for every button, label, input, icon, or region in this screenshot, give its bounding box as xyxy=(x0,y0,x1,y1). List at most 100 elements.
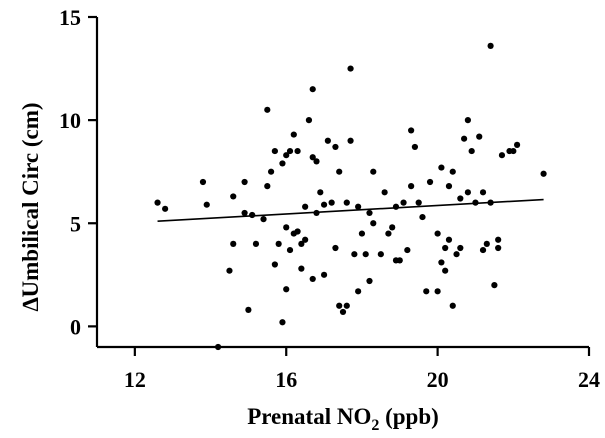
data-point xyxy=(449,302,456,309)
data-point xyxy=(283,224,290,231)
data-point xyxy=(309,86,316,93)
x-axis-title-subscript: 2 xyxy=(371,417,379,434)
y-tick-label: 15 xyxy=(59,5,81,30)
data-point xyxy=(392,203,400,210)
data-point xyxy=(230,193,237,200)
data-point xyxy=(461,135,468,142)
data-point xyxy=(442,267,449,274)
x-axis-ticks: 12 16 20 24 xyxy=(124,347,600,392)
data-point xyxy=(400,199,407,206)
data-point xyxy=(510,147,517,155)
y-axis-title: ∆Umbilical Circ (cm) xyxy=(18,102,43,311)
data-point xyxy=(339,308,347,316)
data-point xyxy=(404,246,411,254)
data-point xyxy=(332,244,339,252)
trend-line xyxy=(157,198,544,222)
data-point xyxy=(453,251,460,258)
y-tick-label: 5 xyxy=(70,211,81,236)
data-point xyxy=(309,275,316,283)
data-point xyxy=(347,65,354,72)
data-point xyxy=(495,244,502,252)
data-point xyxy=(351,251,358,258)
data-point xyxy=(355,288,362,295)
data-point xyxy=(468,147,475,155)
data-point xyxy=(226,267,233,274)
data-point xyxy=(464,117,471,124)
data-point xyxy=(479,189,487,196)
data-point xyxy=(252,240,260,247)
data-point xyxy=(498,152,506,159)
data-point xyxy=(438,164,445,171)
data-point xyxy=(445,183,453,190)
data-point xyxy=(336,302,343,309)
data-point xyxy=(355,203,362,210)
data-point xyxy=(332,143,339,151)
data-point xyxy=(457,195,464,202)
data-point xyxy=(328,199,335,206)
data-point xyxy=(442,244,449,252)
data-point xyxy=(423,288,430,295)
data-point xyxy=(275,240,282,247)
data-point xyxy=(286,246,294,254)
data-point xyxy=(241,209,248,217)
data-point xyxy=(491,282,498,289)
data-point xyxy=(540,170,547,177)
data-point xyxy=(389,224,396,231)
data-point xyxy=(434,230,441,237)
data-point xyxy=(230,240,237,247)
data-point xyxy=(298,265,305,272)
data-point xyxy=(264,106,271,113)
data-point xyxy=(434,288,441,295)
data-point xyxy=(294,228,301,235)
data-point xyxy=(457,244,464,252)
x-tick-label: 20 xyxy=(427,367,449,392)
data-point xyxy=(283,286,290,293)
data-point xyxy=(377,251,384,258)
data-point xyxy=(370,168,377,175)
data-point xyxy=(426,178,434,186)
data-point xyxy=(241,178,248,186)
data-point xyxy=(203,201,210,208)
data-point xyxy=(408,127,415,134)
x-tick-label: 16 xyxy=(275,367,297,392)
data-point xyxy=(385,230,392,237)
data-point xyxy=(324,137,331,144)
points-layer xyxy=(154,42,547,351)
data-point xyxy=(347,137,354,144)
data-point xyxy=(445,236,453,243)
x-tick-label: 12 xyxy=(124,367,146,392)
data-point xyxy=(495,236,502,243)
data-point xyxy=(313,158,320,165)
data-point xyxy=(366,277,373,285)
data-point xyxy=(483,240,490,247)
data-point xyxy=(290,131,297,138)
data-point xyxy=(264,183,271,190)
y-tick-label: 10 xyxy=(59,108,81,133)
data-point xyxy=(279,160,286,167)
data-point xyxy=(362,251,369,258)
data-point xyxy=(464,189,471,196)
data-point xyxy=(279,319,286,326)
data-point xyxy=(438,259,445,266)
data-point xyxy=(305,117,313,124)
data-point xyxy=(286,147,294,155)
data-point xyxy=(449,168,456,175)
data-point xyxy=(260,216,267,223)
y-tick-label: 0 xyxy=(70,314,81,339)
data-point xyxy=(381,189,388,196)
data-point xyxy=(298,240,305,247)
data-point xyxy=(358,230,366,237)
data-point xyxy=(154,199,161,206)
data-point xyxy=(343,302,350,309)
data-point xyxy=(294,147,301,155)
x-axis-title: Prenatal NO2 (ppb) xyxy=(247,404,439,434)
data-point xyxy=(271,261,278,268)
x-tick-label: 24 xyxy=(578,367,600,392)
x-axis-title-tail: (ppb) xyxy=(379,404,438,429)
data-point xyxy=(419,213,426,221)
data-point xyxy=(370,220,377,227)
data-point xyxy=(245,306,252,313)
data-point xyxy=(415,199,422,206)
data-point xyxy=(283,152,290,159)
